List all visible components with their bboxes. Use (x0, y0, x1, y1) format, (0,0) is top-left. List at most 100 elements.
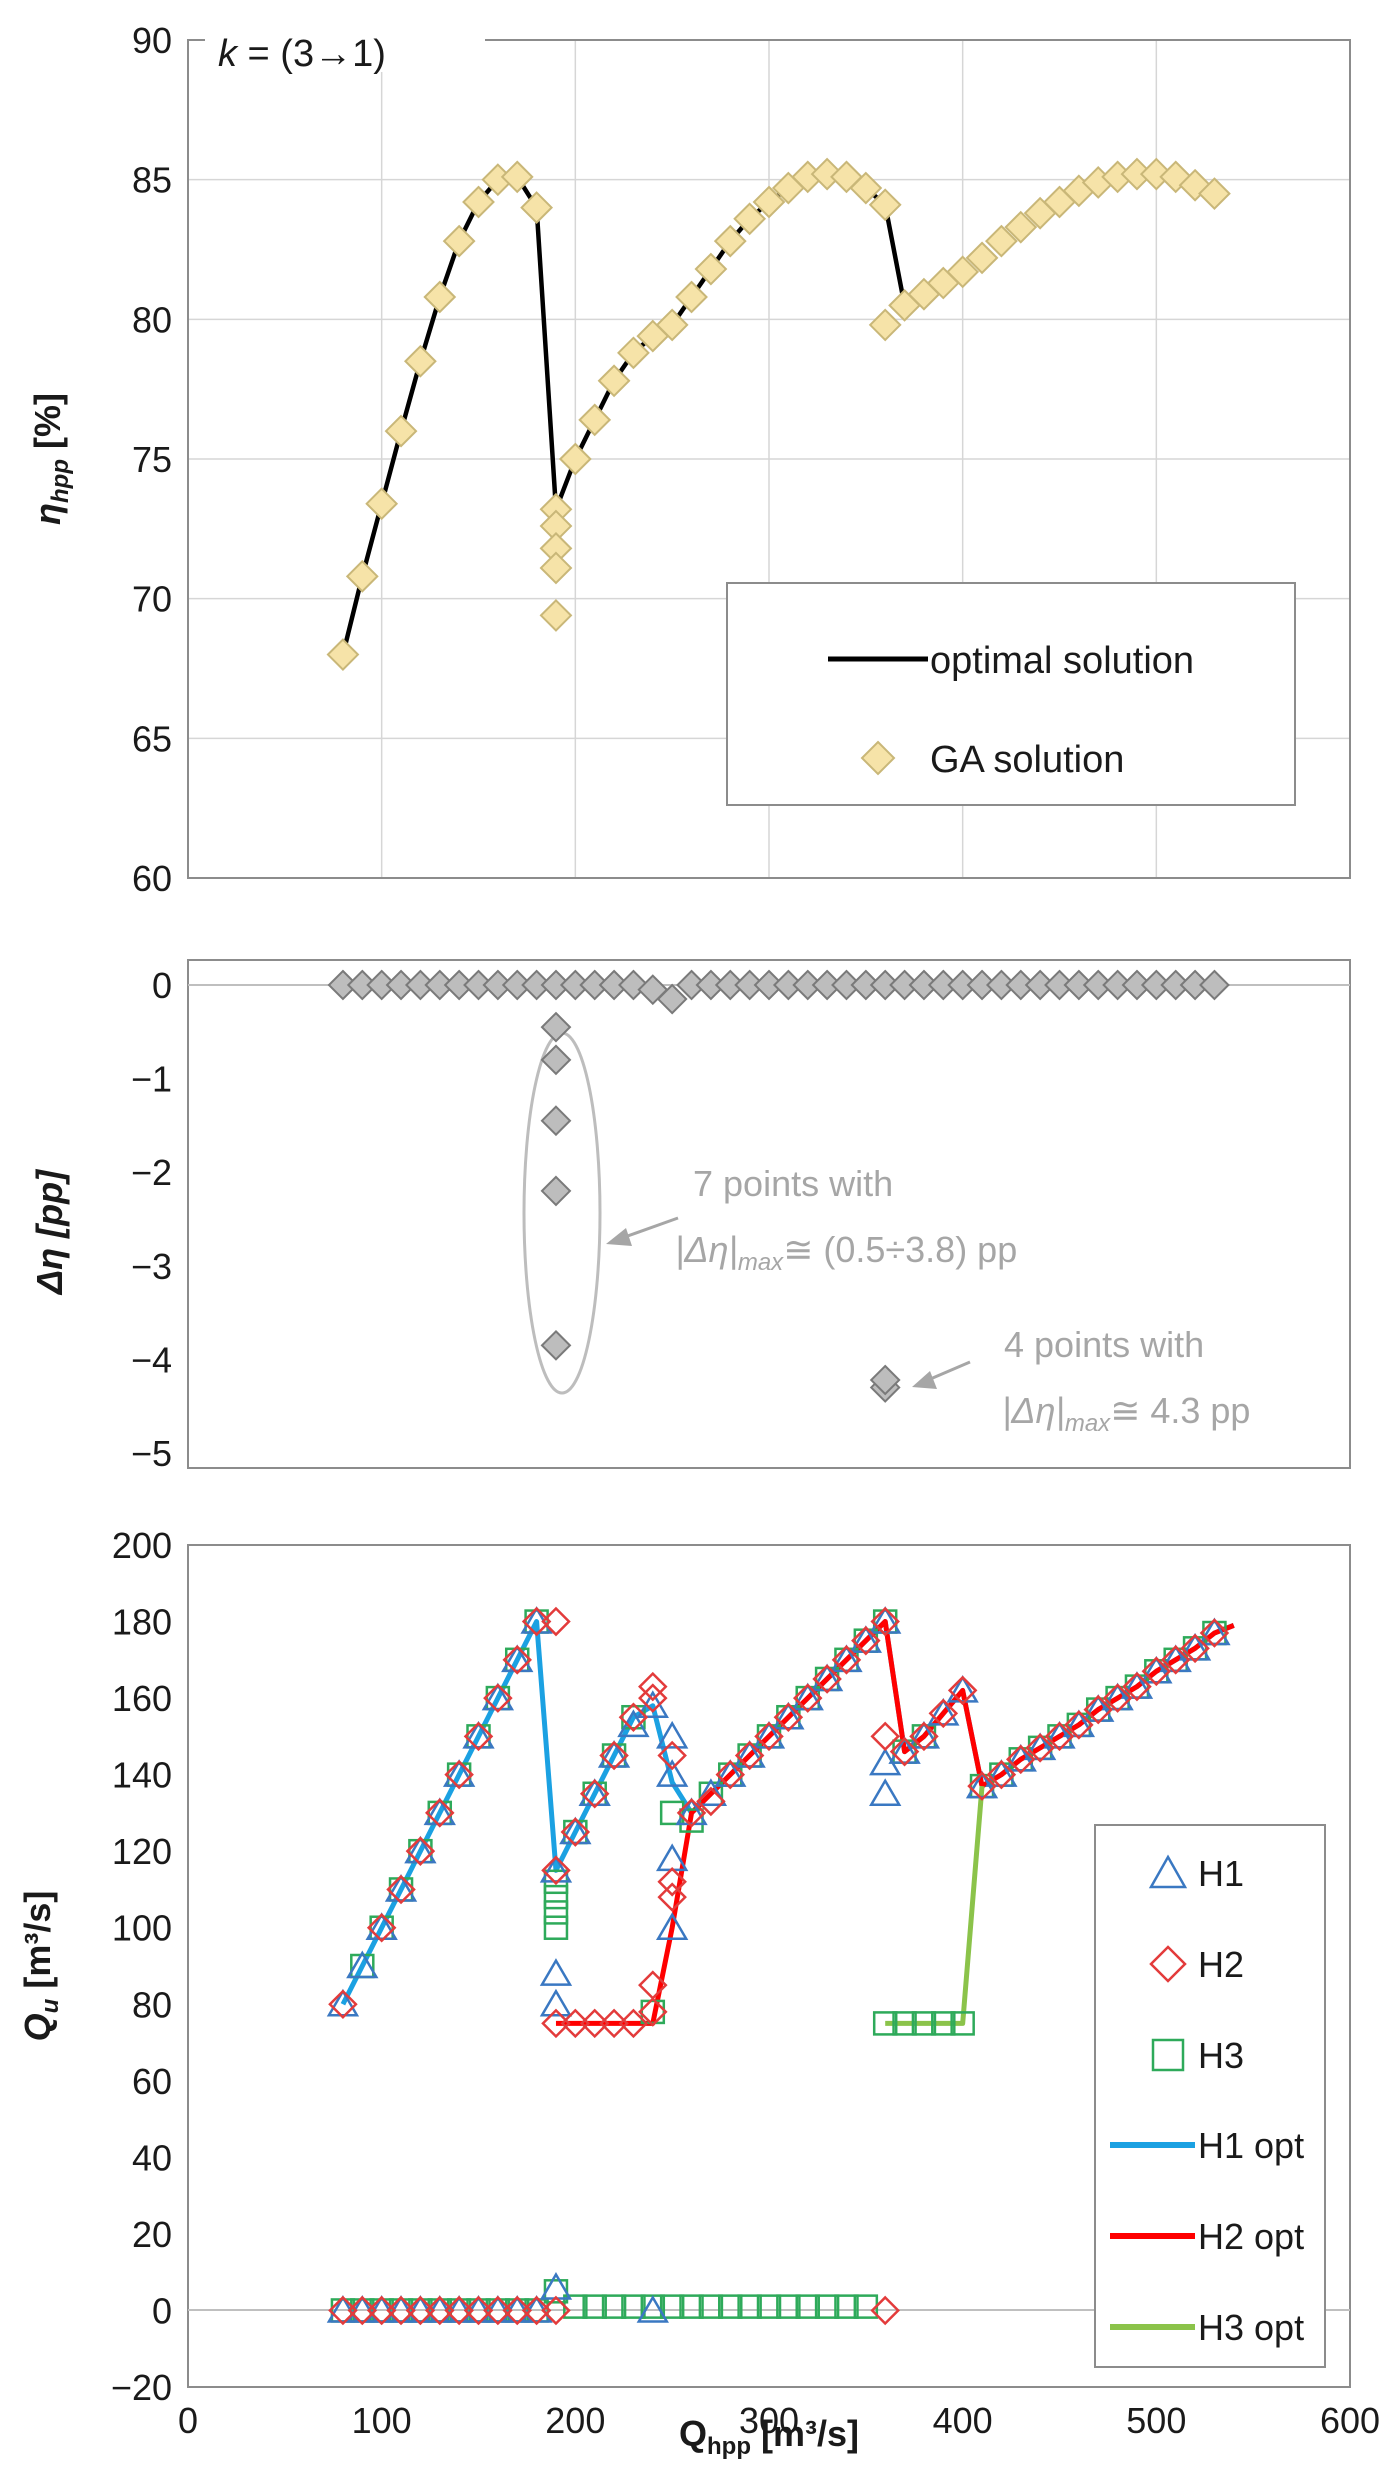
h2-point (870, 1721, 900, 1752)
x-tick-label: 200 (545, 2400, 605, 2441)
h3-point (931, 2011, 956, 2036)
k-annotation-symbol: k (218, 33, 239, 75)
y-tick-label: 160 (112, 1678, 172, 1719)
ga-solution-point (462, 185, 495, 219)
y-axis-label: Qu [m³/s] (17, 1891, 64, 2042)
ga-solution-point (500, 160, 534, 194)
ga-solution-point (597, 364, 631, 398)
h3-point (698, 2294, 724, 2319)
y-tick-label: 60 (132, 858, 172, 899)
h2-point (618, 1702, 649, 1732)
plot-frame (187, 1544, 1351, 2388)
annotation-backdrop (205, 22, 485, 72)
delta-point (540, 1175, 572, 1207)
h3-point (795, 2294, 820, 2319)
plot-frame (187, 39, 1351, 879)
ga-solution-point (1198, 177, 1231, 211)
ga-solution-point (752, 185, 786, 219)
h1-point (849, 1625, 883, 1653)
ga-solution-point (326, 638, 360, 671)
annotation-1-abs: |Δη| (675, 1229, 738, 1270)
h1-point (752, 1720, 786, 1749)
h1-point (384, 1873, 418, 1902)
h1-point (559, 1816, 592, 1845)
ga-solution-point (984, 224, 1018, 258)
h2-opt-line (555, 1619, 1235, 2026)
y-axis-label-unit: [%] (27, 393, 68, 459)
legend-label-optimal-solution: optimal solution (930, 640, 1194, 682)
h2-point (657, 1740, 687, 1771)
h3-point (892, 2011, 917, 2036)
y-tick-label: 0 (152, 2290, 172, 2331)
h2-point (638, 1671, 668, 1702)
annotation-2-line1: 4 points with (1004, 1324, 1204, 1365)
h3-point (737, 2294, 762, 2319)
h2-point (405, 2295, 436, 2326)
annotation-2-value: ≅ 4.3 pp (1110, 1390, 1250, 1431)
h3-point (543, 1900, 569, 1925)
h1-point (907, 1720, 941, 1749)
h2-point (928, 1698, 959, 1729)
h1-point (1062, 1709, 1096, 1738)
h1-point (539, 1988, 573, 2017)
ga-solution-point (403, 344, 437, 378)
h2-point (386, 2295, 416, 2326)
h2-point (1006, 1744, 1036, 1775)
h1-point (442, 1759, 476, 1787)
h2-point (638, 1683, 668, 1713)
h3-point (776, 2294, 801, 2319)
h2-point (541, 1855, 571, 1886)
x-tick-labels: 0 100 200 300 400 500 600 (178, 2400, 1380, 2441)
h2-point (424, 1798, 455, 1828)
delta-point (540, 1011, 572, 1043)
h2-point (541, 2008, 571, 2039)
h3-point (543, 1915, 569, 1940)
y-tick-label: −20 (111, 2367, 172, 2408)
ga-solution-point (1178, 168, 1212, 202)
delta-point (540, 1105, 572, 1137)
h2-point (405, 1836, 436, 1866)
h2-point (986, 1759, 1017, 1790)
ga-solution-point (423, 280, 457, 314)
x-axis-label-unit: [m³/s] (751, 2413, 859, 2454)
h2-point (579, 2008, 610, 2039)
h2-point (1122, 1671, 1152, 1702)
h1-point (694, 1778, 728, 1807)
h2-point (463, 2295, 494, 2326)
ga-solution-point (965, 241, 999, 275)
h3-point (582, 2294, 607, 2319)
h1-point (810, 1663, 844, 1692)
h2-point (792, 1683, 823, 1713)
h1-point (830, 1644, 863, 1673)
y-tick-label: 0 (152, 965, 172, 1006)
ga-solution-point (617, 336, 650, 370)
h1-point (869, 1778, 902, 1807)
h1-point (597, 1740, 631, 1768)
h3-point (601, 2294, 627, 2319)
ga-solution-point (520, 191, 554, 225)
y-tick-label: 80 (132, 299, 172, 340)
y-axis-label-subscript: u (37, 1998, 64, 2013)
annotation-1-line2: |Δη|max≅ (0.5÷3.8) pp (675, 1229, 1017, 1276)
legend-box (1094, 1824, 1326, 2368)
ga-solution-point (1139, 157, 1173, 191)
y-tick-label: 90 (132, 20, 172, 61)
ga-solution-point (345, 559, 379, 593)
y-tick-label: 180 (112, 1602, 172, 1643)
y-axis-label: Δη [pp] (29, 1169, 70, 1296)
delta-point (869, 1364, 901, 1396)
ga-solution-point (868, 308, 902, 342)
h1-point (869, 1606, 902, 1634)
h1-point (655, 1720, 689, 1749)
h1-point (927, 1697, 960, 1726)
ga-solution-point (1004, 210, 1038, 244)
h2-point (366, 2295, 397, 2326)
h1-point (1120, 1671, 1154, 1699)
annotation-1-line1: 7 points with (693, 1163, 893, 1204)
delta-point (540, 1044, 572, 1076)
h2-point (599, 1740, 629, 1771)
y-axis-label-symbol: Q (17, 2013, 58, 2041)
y-tick-label: 140 (112, 1755, 172, 1796)
y-tick-label: 120 (112, 1831, 172, 1872)
